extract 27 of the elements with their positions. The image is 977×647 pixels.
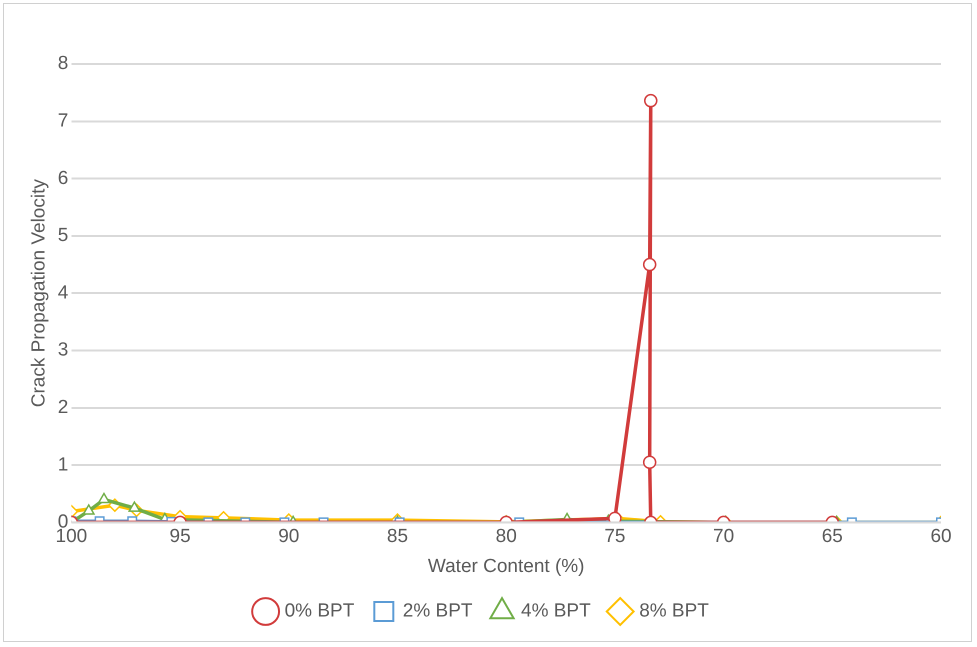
y-tick-label: 6 — [58, 168, 68, 189]
point — [642, 258, 656, 272]
point — [82, 504, 95, 515]
y-tick-label: 7 — [58, 110, 68, 132]
x-tick-label: 70 — [713, 526, 734, 548]
point — [644, 94, 658, 108]
x-tick-label: 85 — [386, 526, 408, 548]
legend-label: 2% BPT — [402, 600, 473, 622]
legend-label: 8% BPT — [639, 600, 710, 622]
legend-label: 4% BPT — [521, 600, 592, 622]
y-tick-label: 2 — [58, 397, 68, 418]
y-axis-title: Crack Propagation Velocity — [28, 178, 50, 408]
x-tick-label: 80 — [496, 526, 517, 548]
y-tick-label: 1 — [58, 454, 68, 476]
legend-label: 0% BPT — [284, 600, 355, 622]
x-tick-label: 90 — [278, 526, 300, 548]
x-tick-label: 60 — [930, 526, 952, 548]
point — [128, 501, 140, 512]
x-axis-title: Water Content (%) — [428, 556, 584, 577]
y-tick-label: 3 — [58, 340, 68, 361]
x-tick-label: 95 — [170, 526, 191, 548]
y-tick-label: 5 — [58, 225, 68, 246]
point — [98, 492, 110, 504]
x-tick-label: 65 — [822, 526, 843, 548]
y-tick-label: 4 — [58, 282, 69, 304]
x-tick-label: 75 — [604, 526, 626, 548]
y-tick-label: 8 — [58, 53, 68, 74]
